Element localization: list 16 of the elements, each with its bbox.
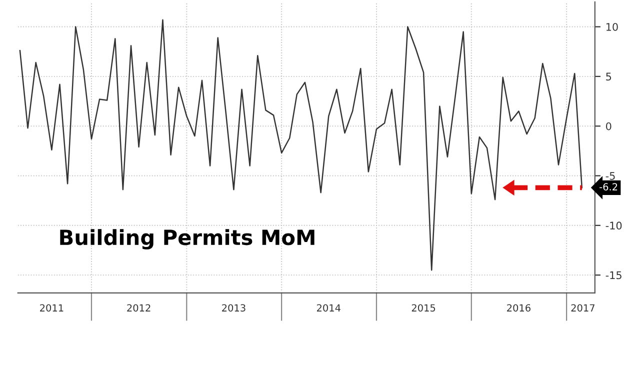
line-series [19,19,583,271]
x-tick-label: 2011 [40,304,64,312]
y-tick-label: 10 [606,22,618,31]
x-tick-label: 2014 [316,304,340,312]
x-tick-label: 2012 [127,304,150,312]
y-tick-label: -10 [606,222,622,230]
x-tick-label: 2013 [222,304,246,312]
y-tick-label: 0 [606,122,612,130]
y-tick-label: -15 [606,271,622,280]
x-tick-label: 2015 [412,304,436,312]
y-tick-label: -5 [606,172,615,180]
x-tick-label: 2016 [507,304,530,312]
text: Building Permits MoM [60,229,314,250]
x-tick-label: 2017 [571,304,594,312]
annotation: -6.2 [600,183,618,190]
y-tick-label: 5 [606,72,612,81]
